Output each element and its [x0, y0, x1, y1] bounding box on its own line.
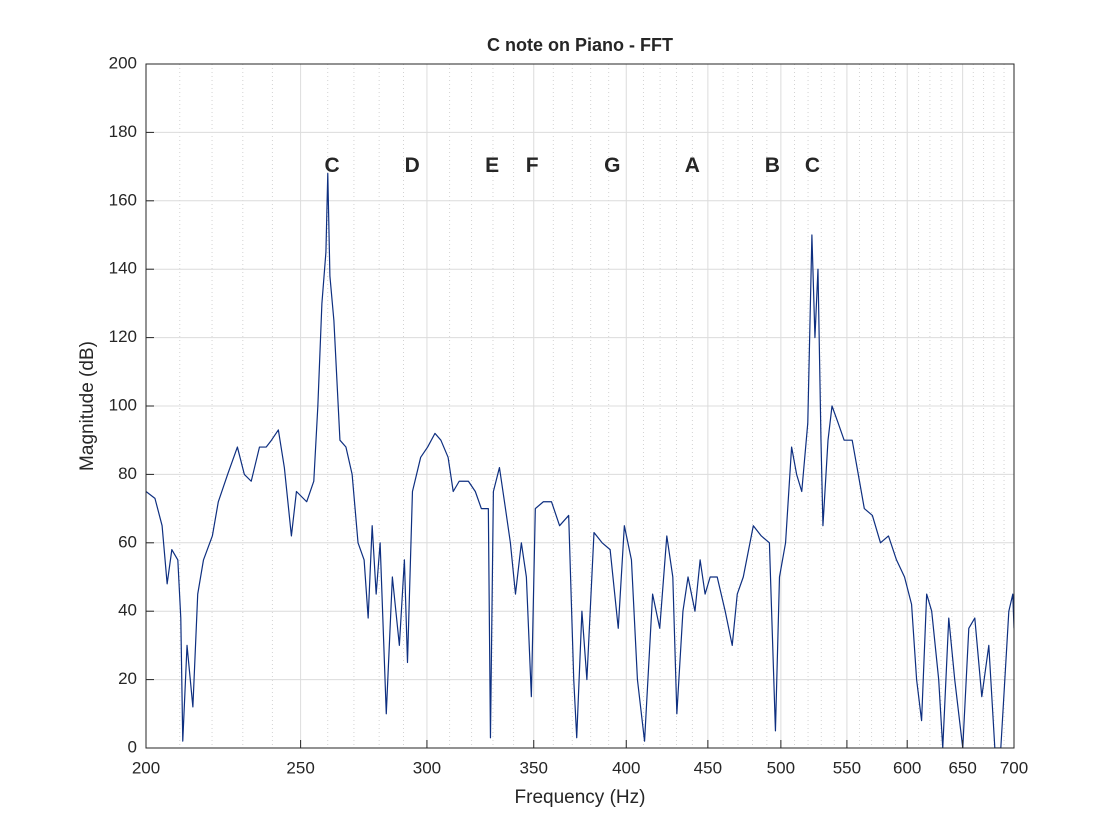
note-annotation: B: [765, 154, 780, 177]
y-tick-label: 0: [128, 737, 137, 756]
chart-title: C note on Piano - FFT: [487, 35, 673, 55]
x-tick-label: 250: [286, 758, 314, 777]
plot-area: [146, 172, 1014, 748]
y-tick-label: 200: [109, 53, 137, 72]
y-tick-label: 160: [109, 190, 137, 209]
y-tick-label: 40: [118, 601, 137, 620]
y-tick-label: 120: [109, 327, 137, 346]
x-tick-label: 200: [132, 758, 160, 777]
y-axis-label: Magnitude (dB): [77, 341, 98, 471]
note-annotation: G: [604, 154, 620, 177]
y-tick-label: 60: [118, 532, 137, 551]
x-tick-label: 450: [694, 758, 722, 777]
x-tick-label: 700: [1000, 758, 1028, 777]
x-tick-label: 600: [893, 758, 921, 777]
note-annotation: D: [405, 154, 420, 177]
y-tick-label: 100: [109, 395, 137, 414]
x-tick-label: 500: [767, 758, 795, 777]
x-tick-label: 300: [413, 758, 441, 777]
x-tick-label: 550: [833, 758, 861, 777]
y-tick-label: 20: [118, 669, 137, 688]
labels: 200 250 300 350 400 450 500 550 600 650 700 0 20 40 60…: [109, 53, 1029, 777]
note-annotation: C: [324, 154, 339, 177]
x-tick-label: 650: [948, 758, 976, 777]
x-tick-label: 350: [520, 758, 548, 777]
note-annotation: F: [526, 154, 539, 177]
data-line: [146, 172, 1014, 748]
y-tick-label: 140: [109, 259, 137, 278]
note-annotation: A: [685, 154, 700, 177]
note-annotation: C: [805, 154, 820, 177]
y-tick-label: 80: [118, 464, 137, 483]
x-axis-label: Frequency (Hz): [515, 787, 646, 808]
y-tick-label: 180: [109, 122, 137, 141]
note-annotation: E: [485, 154, 499, 177]
x-tick-label: 400: [612, 758, 640, 777]
